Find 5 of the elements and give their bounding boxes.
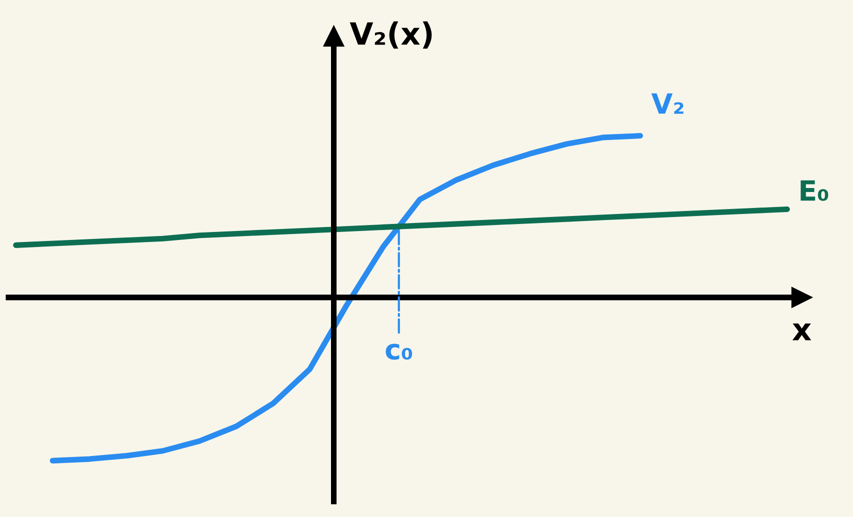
annotation: c₀ [386,344,412,360]
series-label: E₀ [800,180,828,201]
series-label: V₂ [651,93,684,114]
y-axis-title: V₂(x) [350,21,432,49]
x-axis-title: x [792,324,812,340]
